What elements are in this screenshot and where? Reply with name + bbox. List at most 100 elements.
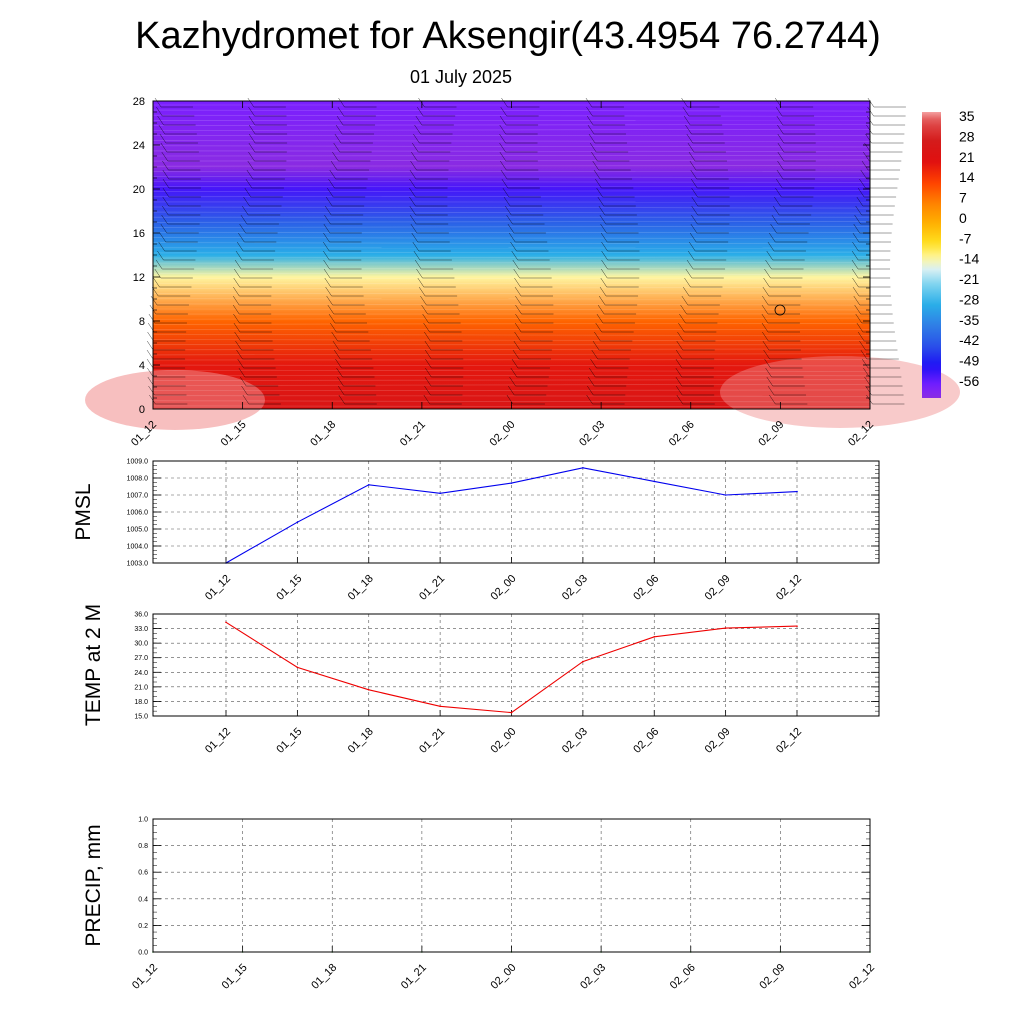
- data-point: [225, 621, 227, 624]
- wind-barb-flag: [770, 223, 777, 234]
- x-tick-label: 02_00: [489, 962, 519, 992]
- wind-barb-flag: [763, 277, 770, 288]
- wind-barb-flag: [148, 313, 156, 324]
- wind-barb-flag: [687, 142, 695, 153]
- contour-line: [152, 303, 871, 306]
- wind-barb-flag: [323, 232, 330, 243]
- contour-line: [152, 114, 871, 117]
- data-point: [296, 521, 299, 523]
- wind-barb-flag: [774, 196, 781, 207]
- wind-barb-flag: [338, 394, 345, 405]
- wind-barb-flag: [412, 142, 419, 153]
- wind-barb-flag: [851, 268, 859, 279]
- wind-barb-flag: [409, 187, 416, 198]
- wind-barb-flag: [333, 142, 340, 153]
- wind-barb-flag: [424, 385, 431, 396]
- wind-barb-flag: [765, 259, 772, 270]
- wind-barb-flag: [515, 295, 522, 306]
- data-point: [296, 666, 299, 669]
- wind-barb-flag: [233, 313, 240, 324]
- wind-barb-flag: [599, 214, 607, 225]
- wind-barb-flag: [691, 178, 698, 189]
- wind-barb-flag: [678, 322, 685, 333]
- wind-barb-flag: [248, 133, 256, 144]
- y-tick-label: 1004.0: [127, 544, 149, 551]
- wind-barb-flag: [247, 97, 255, 108]
- wind-barb-flag: [761, 304, 769, 315]
- wind-barb-flag: [324, 277, 331, 288]
- contour-line: [152, 109, 871, 112]
- contour-line: [152, 237, 871, 239]
- wind-barb-flag: [323, 250, 330, 261]
- contour-line: [152, 339, 871, 341]
- y-axis-label: TEMP at 2 M: [82, 604, 105, 726]
- wind-barb-column: [675, 97, 730, 405]
- wind-barb-flag: [514, 322, 522, 333]
- wind-barb-flag: [417, 277, 424, 288]
- wind-barb-flag: [337, 106, 345, 117]
- contour-line: [152, 206, 871, 209]
- wind-barb-column: [585, 97, 640, 405]
- wind-barb-flag: [767, 241, 775, 252]
- wind-barb-flag: [234, 331, 241, 342]
- y-tick-label: 1007.0: [127, 493, 149, 500]
- contour-lines: [152, 104, 871, 407]
- wind-barb-flag: [421, 304, 428, 315]
- y-tick-label: 0.2: [138, 923, 148, 930]
- wind-barb-flag: [323, 223, 331, 234]
- wind-barb-flag: [512, 349, 520, 360]
- contour-line: [152, 292, 871, 295]
- wind-barb-flag: [761, 322, 769, 333]
- wind-barb-flag: [336, 367, 343, 378]
- heatmap-y-tick-label: 20: [133, 184, 145, 196]
- wind-barb-flag: [233, 286, 240, 297]
- y-tick-label: 1005.0: [127, 527, 149, 534]
- wind-barb-flag: [335, 124, 343, 135]
- x-tick-label: 02_12: [774, 726, 804, 756]
- colorbar-strip: [922, 112, 941, 398]
- wind-barb-flag: [146, 340, 154, 351]
- wind-barb-flag: [423, 394, 430, 405]
- contour-line: [152, 395, 871, 397]
- contour-line: [152, 267, 871, 270]
- x-tick-label: 02_09: [703, 573, 733, 603]
- wind-barb-flag: [331, 331, 338, 342]
- wind-barb-flag: [762, 295, 769, 306]
- colorbar-label: -42: [959, 332, 979, 348]
- wind-barb-flag: [851, 259, 859, 270]
- wind-barb-flag: [514, 286, 522, 297]
- wind-barb-flag: [237, 358, 244, 369]
- x-tick-label: 01_18: [346, 726, 376, 756]
- wind-barb-flag: [332, 151, 339, 162]
- wind-barb-flag: [851, 250, 859, 261]
- wind-barb-flag: [514, 277, 521, 288]
- wind-barb-flag: [149, 394, 156, 405]
- wind-barb-flag: [681, 97, 688, 108]
- wind-barb-flag: [776, 178, 783, 189]
- y-tick-label: 0.8: [138, 843, 148, 850]
- data-point: [724, 627, 727, 629]
- wind-barb-flag: [242, 205, 249, 216]
- wind-barb-flag: [325, 286, 332, 297]
- plot-frame: [152, 460, 880, 564]
- wind-barb-flag: [689, 241, 696, 252]
- wind-barb-flag: [156, 106, 163, 117]
- x-tick-label: 02_06: [631, 573, 661, 603]
- colorbar-label: 21: [959, 149, 975, 165]
- colorbar-label: 35: [959, 108, 975, 124]
- wind-barb-flag: [688, 250, 695, 261]
- wind-barb-flag: [513, 340, 521, 351]
- wind-barb-flag: [762, 340, 770, 351]
- wind-barb-column: [409, 97, 464, 405]
- y-axis-label: PMSL: [72, 483, 95, 540]
- wind-barb-column: [232, 97, 288, 405]
- y-tick-label: 1009.0: [127, 459, 149, 466]
- x-tick-label: 01_12: [130, 962, 160, 992]
- wind-barb-flag: [595, 322, 602, 333]
- wind-barb-flag: [598, 205, 606, 216]
- warm-core-right: [720, 356, 960, 428]
- wind-barb-flag: [600, 223, 607, 234]
- wind-barb-flag: [676, 340, 683, 351]
- wind-barb-flag: [510, 241, 517, 252]
- wind-barb-flag: [853, 295, 860, 306]
